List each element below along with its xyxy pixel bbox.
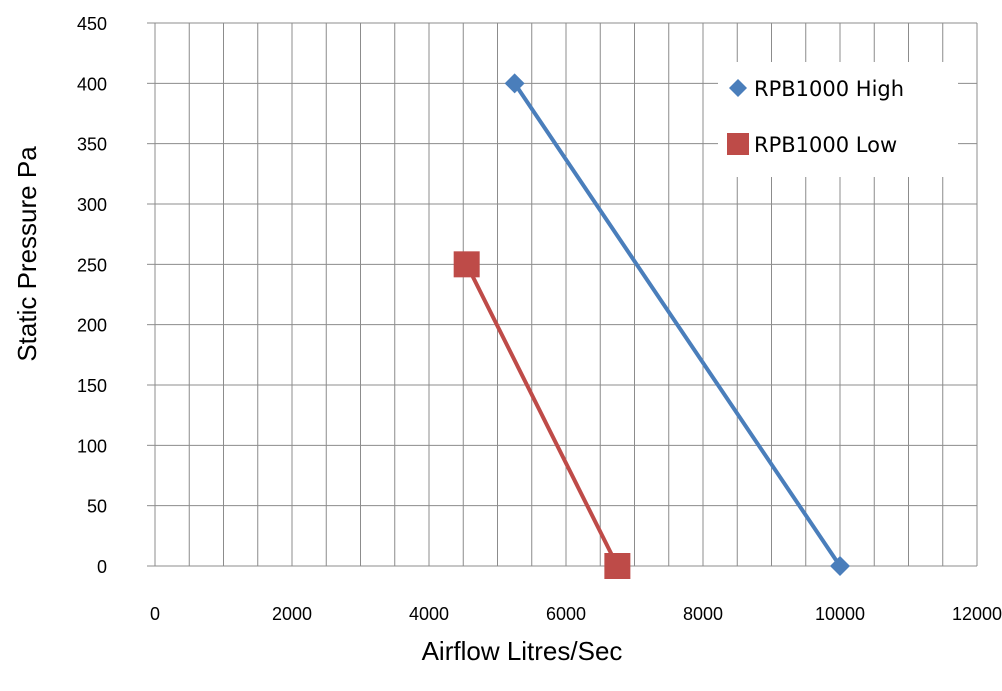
legend: RPB1000 High RPB1000 Low	[718, 62, 958, 177]
data-point	[453, 251, 480, 278]
y-tick-label: 450	[77, 14, 107, 34]
x-tick-label: 10000	[815, 604, 865, 624]
y-tick-label: 300	[77, 195, 107, 215]
x-tick-label: 4000	[409, 604, 449, 624]
data-point	[504, 73, 525, 94]
series-rpb1000-low	[453, 251, 631, 579]
legend-label: RPB1000 Low	[754, 133, 897, 157]
y-tick-label: 400	[77, 74, 107, 94]
series-line	[512, 82, 842, 568]
tick-labels: 0 50 100 150 200 250 300 350 400 450 0 2000 4000 6000…	[77, 14, 1002, 624]
data-point	[604, 553, 631, 579]
grid	[155, 22, 978, 566]
legend-background	[718, 62, 958, 177]
y-tick-label: 0	[97, 557, 107, 577]
x-axis-title: Airflow Litres/Sec	[422, 636, 623, 666]
x-tick-label: 6000	[546, 604, 586, 624]
legend-item: RPB1000 Low	[727, 133, 897, 157]
series-rpb1000-high	[504, 73, 850, 576]
legend-marker	[727, 133, 749, 155]
x-tick-label: 2000	[272, 604, 312, 624]
y-tick-label: 50	[87, 497, 107, 517]
y-tick-label: 150	[77, 376, 107, 396]
legend-marker	[729, 79, 747, 97]
x-tick-label: 0	[150, 604, 160, 624]
y-tick-label: 100	[77, 436, 107, 456]
y-tick-label: 350	[77, 135, 107, 155]
data-point	[830, 556, 850, 576]
legend-item: RPB1000 High	[729, 77, 904, 101]
series-line	[464, 263, 620, 567]
x-tick-label: 12000	[952, 604, 1002, 624]
y-axis-title: Static Pressure Pa	[12, 146, 42, 362]
y-tick-label: 200	[77, 316, 107, 336]
y-tick-label: 250	[77, 255, 107, 275]
x-tick-label: 8000	[683, 604, 723, 624]
legend-label: RPB1000 High	[754, 77, 904, 101]
series	[453, 73, 850, 579]
